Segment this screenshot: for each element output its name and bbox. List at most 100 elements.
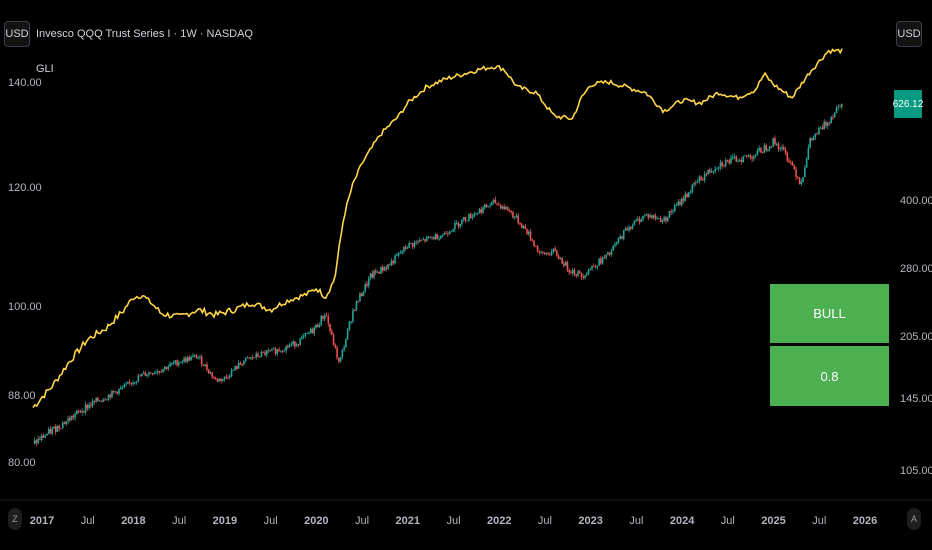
candle-body: [355, 301, 358, 311]
candle-body: [343, 347, 345, 350]
currency-label-left: USD: [5, 28, 29, 40]
candle-body: [253, 357, 256, 359]
candle-body: [427, 236, 430, 238]
candle-body: [475, 213, 477, 215]
candle-body: [403, 246, 405, 252]
candle-body: [777, 143, 780, 150]
candle-body: [540, 251, 542, 253]
candle-body: [276, 349, 279, 354]
last-price-badge: 626.12: [893, 90, 923, 118]
candle-body: [448, 232, 451, 235]
left-price-axis: 140.00 120.00 100.00 88.00 80.00: [8, 77, 42, 469]
candle-body: [364, 284, 367, 292]
candle-body: [478, 209, 481, 213]
candle-body: [754, 155, 757, 157]
candle-body: [299, 338, 301, 346]
candle-body: [118, 388, 120, 394]
candle-body: [195, 355, 198, 359]
candle-body: [49, 429, 52, 434]
candle-body: [703, 174, 706, 181]
candle-body: [352, 310, 354, 322]
candle-body: [826, 122, 829, 126]
candle-body: [272, 348, 275, 350]
currency-button-left[interactable]: USD: [4, 21, 30, 47]
candle-body: [216, 379, 219, 382]
signal-score-box: 0.8: [770, 346, 889, 406]
candle-body: [35, 440, 38, 443]
qqq-candles: [33, 103, 843, 447]
candle-body: [505, 206, 507, 210]
candle-body: [580, 272, 583, 277]
candle-body: [214, 377, 217, 380]
candle-body: [234, 366, 236, 371]
candle-body: [702, 179, 704, 181]
candle-body: [167, 366, 170, 370]
candle-body: [33, 440, 36, 444]
candle-body: [60, 428, 62, 429]
candle-body: [721, 162, 724, 166]
candle-body: [422, 239, 425, 241]
candle-body: [768, 146, 771, 150]
candle-body: [770, 146, 773, 148]
candle-body: [594, 266, 597, 268]
candle-body: [731, 156, 734, 159]
candle-body: [522, 226, 525, 228]
candle-body: [163, 366, 166, 370]
candle-body: [425, 236, 428, 242]
candle-body: [169, 363, 171, 367]
candle-body: [63, 422, 66, 425]
candle-body: [753, 156, 755, 159]
gli-line: [32, 48, 843, 409]
candle-body: [805, 158, 808, 168]
candle-body: [369, 273, 372, 279]
candle-body: [636, 218, 639, 220]
candle-body: [141, 373, 143, 377]
candle-body: [628, 227, 630, 231]
candle-body: [385, 267, 388, 269]
candle-body: [345, 339, 347, 348]
candle-body: [309, 328, 312, 333]
candle-body: [459, 223, 461, 227]
candle-body: [436, 234, 439, 240]
candle-body: [61, 422, 64, 429]
symbol-title[interactable]: Invesco QQQ Trust Series I · 1W · NASDAQ: [36, 28, 253, 40]
indicator-label[interactable]: GLI: [36, 63, 54, 75]
candle-body: [274, 348, 277, 354]
currency-button-right[interactable]: USD: [896, 21, 922, 47]
candle-body: [373, 270, 375, 278]
candle-body: [491, 201, 493, 206]
candle-body: [698, 176, 701, 182]
candle-body: [86, 404, 89, 409]
candle-body: [554, 248, 556, 252]
candle-body: [211, 372, 214, 377]
time-axis-tick-label: Jul: [446, 515, 460, 527]
candle-body: [807, 147, 810, 159]
candle-body: [570, 272, 572, 274]
candle-body: [197, 357, 199, 359]
candle-body: [58, 425, 61, 429]
candle-body: [816, 133, 818, 135]
candle-body: [111, 390, 113, 398]
time-axis-tick-label: Jul: [812, 515, 826, 527]
candle-body: [644, 214, 646, 216]
candle-body: [371, 273, 374, 278]
candle-body: [202, 364, 205, 366]
candle-body: [622, 230, 625, 239]
candle-body: [608, 252, 611, 255]
candle-body: [149, 372, 152, 374]
candle-body: [246, 357, 249, 359]
timezone-toggle-icon[interactable]: Z: [8, 508, 22, 530]
auto-scale-toggle-icon[interactable]: A: [907, 508, 921, 530]
candle-body: [90, 404, 92, 406]
candle-body: [719, 162, 722, 168]
candle-body: [464, 217, 467, 221]
candle-body: [353, 310, 356, 311]
candle-body: [582, 276, 585, 278]
candle-body: [821, 127, 824, 130]
candle-body: [327, 316, 330, 324]
candle-body: [784, 149, 787, 153]
candle-body: [308, 332, 310, 334]
candle-body: [243, 360, 245, 365]
signal-state-label: BULL: [813, 306, 846, 321]
candle-body: [603, 257, 606, 259]
